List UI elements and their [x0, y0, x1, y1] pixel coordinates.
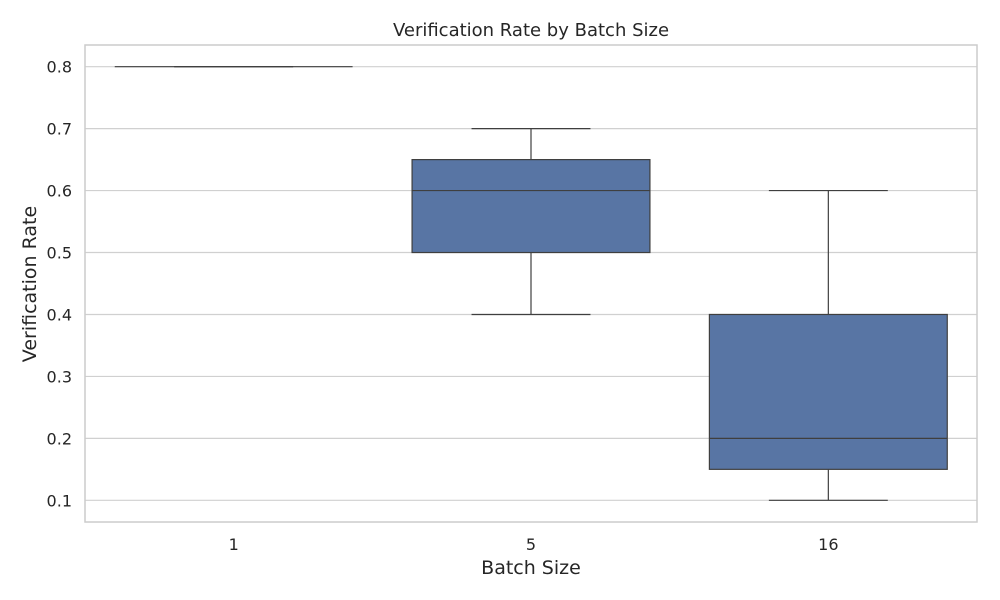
y-tick-label: 0.8 [47, 58, 72, 77]
boxes [114, 66, 948, 501]
box-iqr [708, 313, 948, 470]
y-tick-label: 0.3 [47, 367, 72, 386]
x-axis-label: Batch Size [481, 557, 581, 579]
y-tick-labels: 0.1 0.2 0.3 0.4 0.5 0.6 0.7 0.8 [47, 58, 72, 511]
box-iqr [411, 159, 651, 254]
box-group [411, 128, 651, 316]
y-tick-label: 0.7 [47, 120, 72, 139]
x-tick-label: 16 [818, 535, 838, 554]
x-tick-label: 1 [229, 535, 239, 554]
box-group [708, 189, 948, 501]
plot-frame [84, 44, 978, 523]
chart-title: Verification Rate by Batch Size [393, 20, 669, 41]
y-tick-label: 0.1 [47, 491, 72, 510]
y-axis-label: Verification Rate [19, 206, 41, 362]
y-tick-label: 0.4 [47, 305, 72, 324]
x-tick-labels: 1 5 16 [229, 535, 839, 554]
y-tick-label: 0.2 [47, 429, 72, 448]
x-tick-label: 5 [526, 535, 536, 554]
y-tick-label: 0.5 [47, 244, 72, 263]
y-tick-label: 0.6 [47, 182, 72, 201]
